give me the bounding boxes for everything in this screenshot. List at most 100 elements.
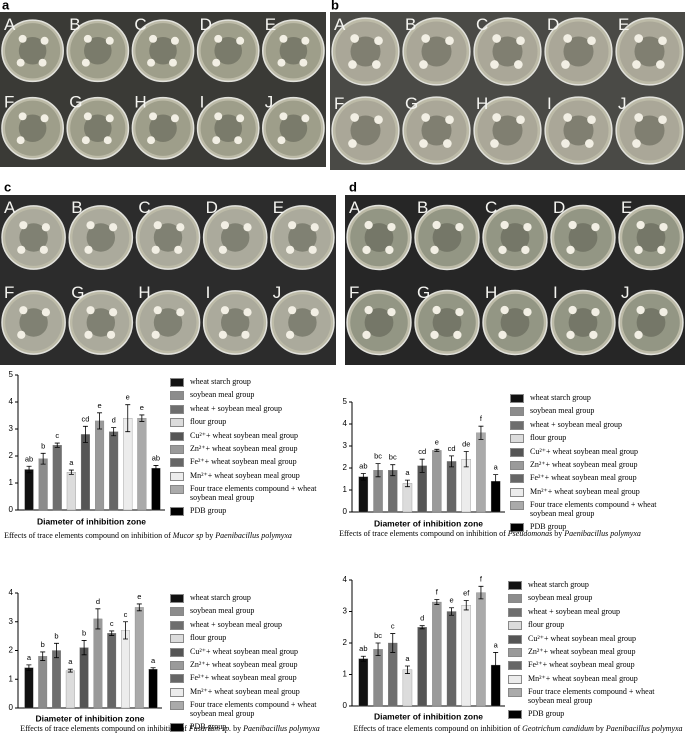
agar-plug <box>243 308 252 317</box>
legend-swatch <box>170 687 184 697</box>
agar-plug <box>658 115 667 124</box>
legend-swatch <box>508 634 522 644</box>
legend-item: Mn²⁺+ wheat soybean meal group <box>170 471 325 481</box>
agar-plug <box>277 58 286 67</box>
dish-label: F <box>4 283 14 302</box>
y-tick-label: 0 <box>9 703 14 712</box>
bar <box>402 483 413 513</box>
legend-item: Four trace elements compound + wheat soy… <box>508 687 663 705</box>
agar-plug <box>218 245 227 254</box>
dish-label: C <box>485 198 497 217</box>
legend-item: wheat starch group <box>170 377 325 387</box>
bar <box>358 658 369 707</box>
legend-swatch <box>170 431 184 441</box>
y-tick-label: 0 <box>9 505 14 514</box>
value-label: e <box>97 401 101 410</box>
dish-label: I <box>553 283 558 302</box>
legend-item: Zn²⁺+ wheat soybean meal group <box>508 647 663 657</box>
dish-label: B <box>417 198 428 217</box>
inhibition-zone <box>432 308 462 337</box>
value-label: b <box>54 631 58 640</box>
panel-label: a <box>2 0 10 12</box>
bar <box>358 476 369 513</box>
value-label: c <box>391 622 395 631</box>
agar-plug <box>634 113 643 122</box>
legend-swatch <box>170 391 184 401</box>
agar-plug <box>236 36 245 45</box>
legend-label: Zn²⁺+ wheat soybean meal group <box>190 443 298 453</box>
legend-swatch <box>508 621 522 631</box>
legend-item: PDB group <box>170 506 325 516</box>
legend-label: flour group <box>528 620 565 630</box>
legend-label: Zn²⁺+ wheat soybean meal group <box>530 459 638 469</box>
inhibition-zone <box>563 36 594 67</box>
agar-plug <box>445 36 454 45</box>
inhibition-zone <box>634 115 665 146</box>
caption-part: Effects of trace elements compound on in… <box>339 529 508 538</box>
legend-label: Fe²⁺+ wheat soybean meal group <box>190 673 297 683</box>
inhibition-zone <box>19 223 48 252</box>
caption: Effects of trace elements compound on in… <box>20 724 320 733</box>
error-bar <box>40 452 46 465</box>
inhibition-zone <box>84 114 112 143</box>
inhibition-zone <box>214 114 242 143</box>
agar-plug <box>656 60 665 69</box>
y-tick-label: 1 <box>9 478 14 487</box>
agar-plug <box>591 222 600 232</box>
value-label: d <box>420 614 424 623</box>
dish-label: E <box>265 15 276 34</box>
inhibition-zone <box>364 308 394 337</box>
bar <box>432 450 442 513</box>
dish-label: G <box>417 283 430 302</box>
agar-plug <box>285 330 295 339</box>
agar-plug <box>634 245 643 255</box>
agar-plug <box>350 113 359 122</box>
inhibition-zone <box>288 223 317 252</box>
error-bar <box>463 451 469 468</box>
legend-item: Mn²⁺+ wheat soybean meal group <box>510 487 665 497</box>
agar-plug <box>40 36 49 45</box>
caption-part: Effects of trace elements compound on in… <box>20 724 189 733</box>
agar-plug <box>81 136 90 145</box>
legend-item: wheat + soybean meal group <box>170 404 325 414</box>
legend-swatch <box>170 620 184 630</box>
legend-item: soybean meal group <box>170 606 325 617</box>
inhibition-zone <box>153 223 183 252</box>
legend-swatch <box>170 607 184 617</box>
legend-swatch <box>510 474 524 484</box>
agar-plug <box>234 136 243 145</box>
agar-plug <box>19 221 28 230</box>
value-label: ab <box>359 644 367 653</box>
value-label: a <box>68 657 73 666</box>
legend-item: Mn²⁺+ wheat soybean meal group <box>170 687 325 697</box>
agar-plug <box>516 115 525 124</box>
legend: wheat starch group soybean meal group whea… <box>510 393 665 535</box>
legend-label: wheat + soybean meal group <box>190 403 283 413</box>
agar-plug <box>589 330 598 340</box>
dish-label: E <box>618 15 629 34</box>
agar-plug <box>277 136 286 145</box>
value-label: f <box>436 588 439 597</box>
legend-label: soybean meal group <box>528 593 593 603</box>
legend-label: Zn²⁺+ wheat soybean meal group <box>528 646 636 656</box>
agar-plug <box>285 245 295 254</box>
agar-plug <box>151 330 160 339</box>
y-tick-label: 4 <box>343 575 348 584</box>
legend-swatch <box>170 701 184 711</box>
legend-swatch <box>508 594 522 604</box>
value-label: a <box>151 656 156 665</box>
legend-label: Mn²⁺+ wheat soybean meal group <box>190 470 300 480</box>
agar-plug <box>170 36 179 45</box>
legend-label: soybean meal group <box>190 606 255 616</box>
value-label: c <box>55 431 59 440</box>
agar-plug <box>301 114 310 123</box>
agar-plug <box>109 223 118 232</box>
inhibition-zone <box>279 36 308 65</box>
value-label: a <box>494 463 499 472</box>
dish-label: G <box>71 283 84 302</box>
agar-plug <box>16 136 25 145</box>
error-bar <box>82 425 88 443</box>
bar <box>79 647 89 709</box>
legend-label: Four trace elements compound + wheat soy… <box>528 687 655 706</box>
legend-swatch <box>170 722 184 732</box>
